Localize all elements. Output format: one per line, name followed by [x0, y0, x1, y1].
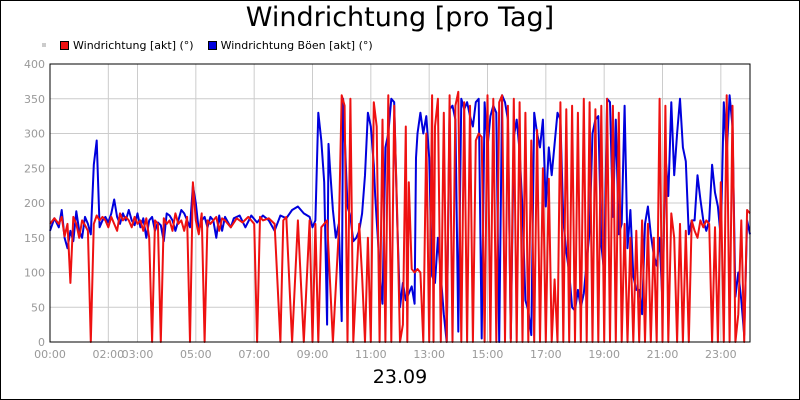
x-tick-label: 05:00	[180, 348, 212, 361]
chart-title: Windrichtung [pro Tag]	[245, 2, 555, 33]
x-tick-label: 02:00	[92, 348, 124, 361]
x-tick-label: 07:00	[238, 348, 270, 361]
x-tick-label: 15:00	[472, 348, 504, 361]
series-line-1	[49, 90, 751, 343]
series-lines	[49, 90, 751, 343]
y-tick-label: 0	[38, 336, 45, 349]
x-tick-label: 03:00	[122, 348, 154, 361]
legend-item-windrichtung: Windrichtung [akt] (°)	[60, 39, 194, 52]
x-tick-label: 19:00	[588, 348, 620, 361]
plot-area-border	[49, 63, 751, 343]
y-tick-label: 300	[24, 128, 45, 141]
y-tick-label: 200	[24, 197, 45, 210]
x-tick-label: 21:00	[647, 348, 679, 361]
legend-label-windrichtung: Windrichtung [akt] (°)	[73, 38, 194, 52]
x-axis-date-label: 23.09	[372, 366, 428, 388]
x-tick-label: 09:00	[297, 348, 329, 361]
x-tick-label: 13:00	[413, 348, 445, 361]
legend-marker-icon	[42, 43, 46, 47]
x-tick-label: 17:00	[530, 348, 562, 361]
legend-item-boeen: Windrichtung Böen [akt] (°)	[207, 38, 373, 52]
legend-swatch-blue	[207, 40, 217, 50]
y-tick-label: 50	[31, 301, 45, 314]
y-tick-label: 100	[24, 267, 45, 280]
legend-swatch-red	[60, 40, 69, 50]
y-tick-label: 350	[24, 93, 45, 106]
x-tick-label: 11:00	[355, 348, 387, 361]
y-tick-label: 400	[24, 58, 45, 71]
y-tick-label: 250	[24, 162, 45, 175]
legend: Windrichtung [akt] (°) Windrichtung Böen…	[42, 38, 387, 52]
legend-label-boeen: Windrichtung Böen [akt] (°)	[220, 38, 373, 52]
x-tick-label: 00:00	[34, 348, 66, 361]
x-tick-label: 23:00	[705, 348, 737, 361]
y-tick-label: 150	[24, 232, 45, 245]
